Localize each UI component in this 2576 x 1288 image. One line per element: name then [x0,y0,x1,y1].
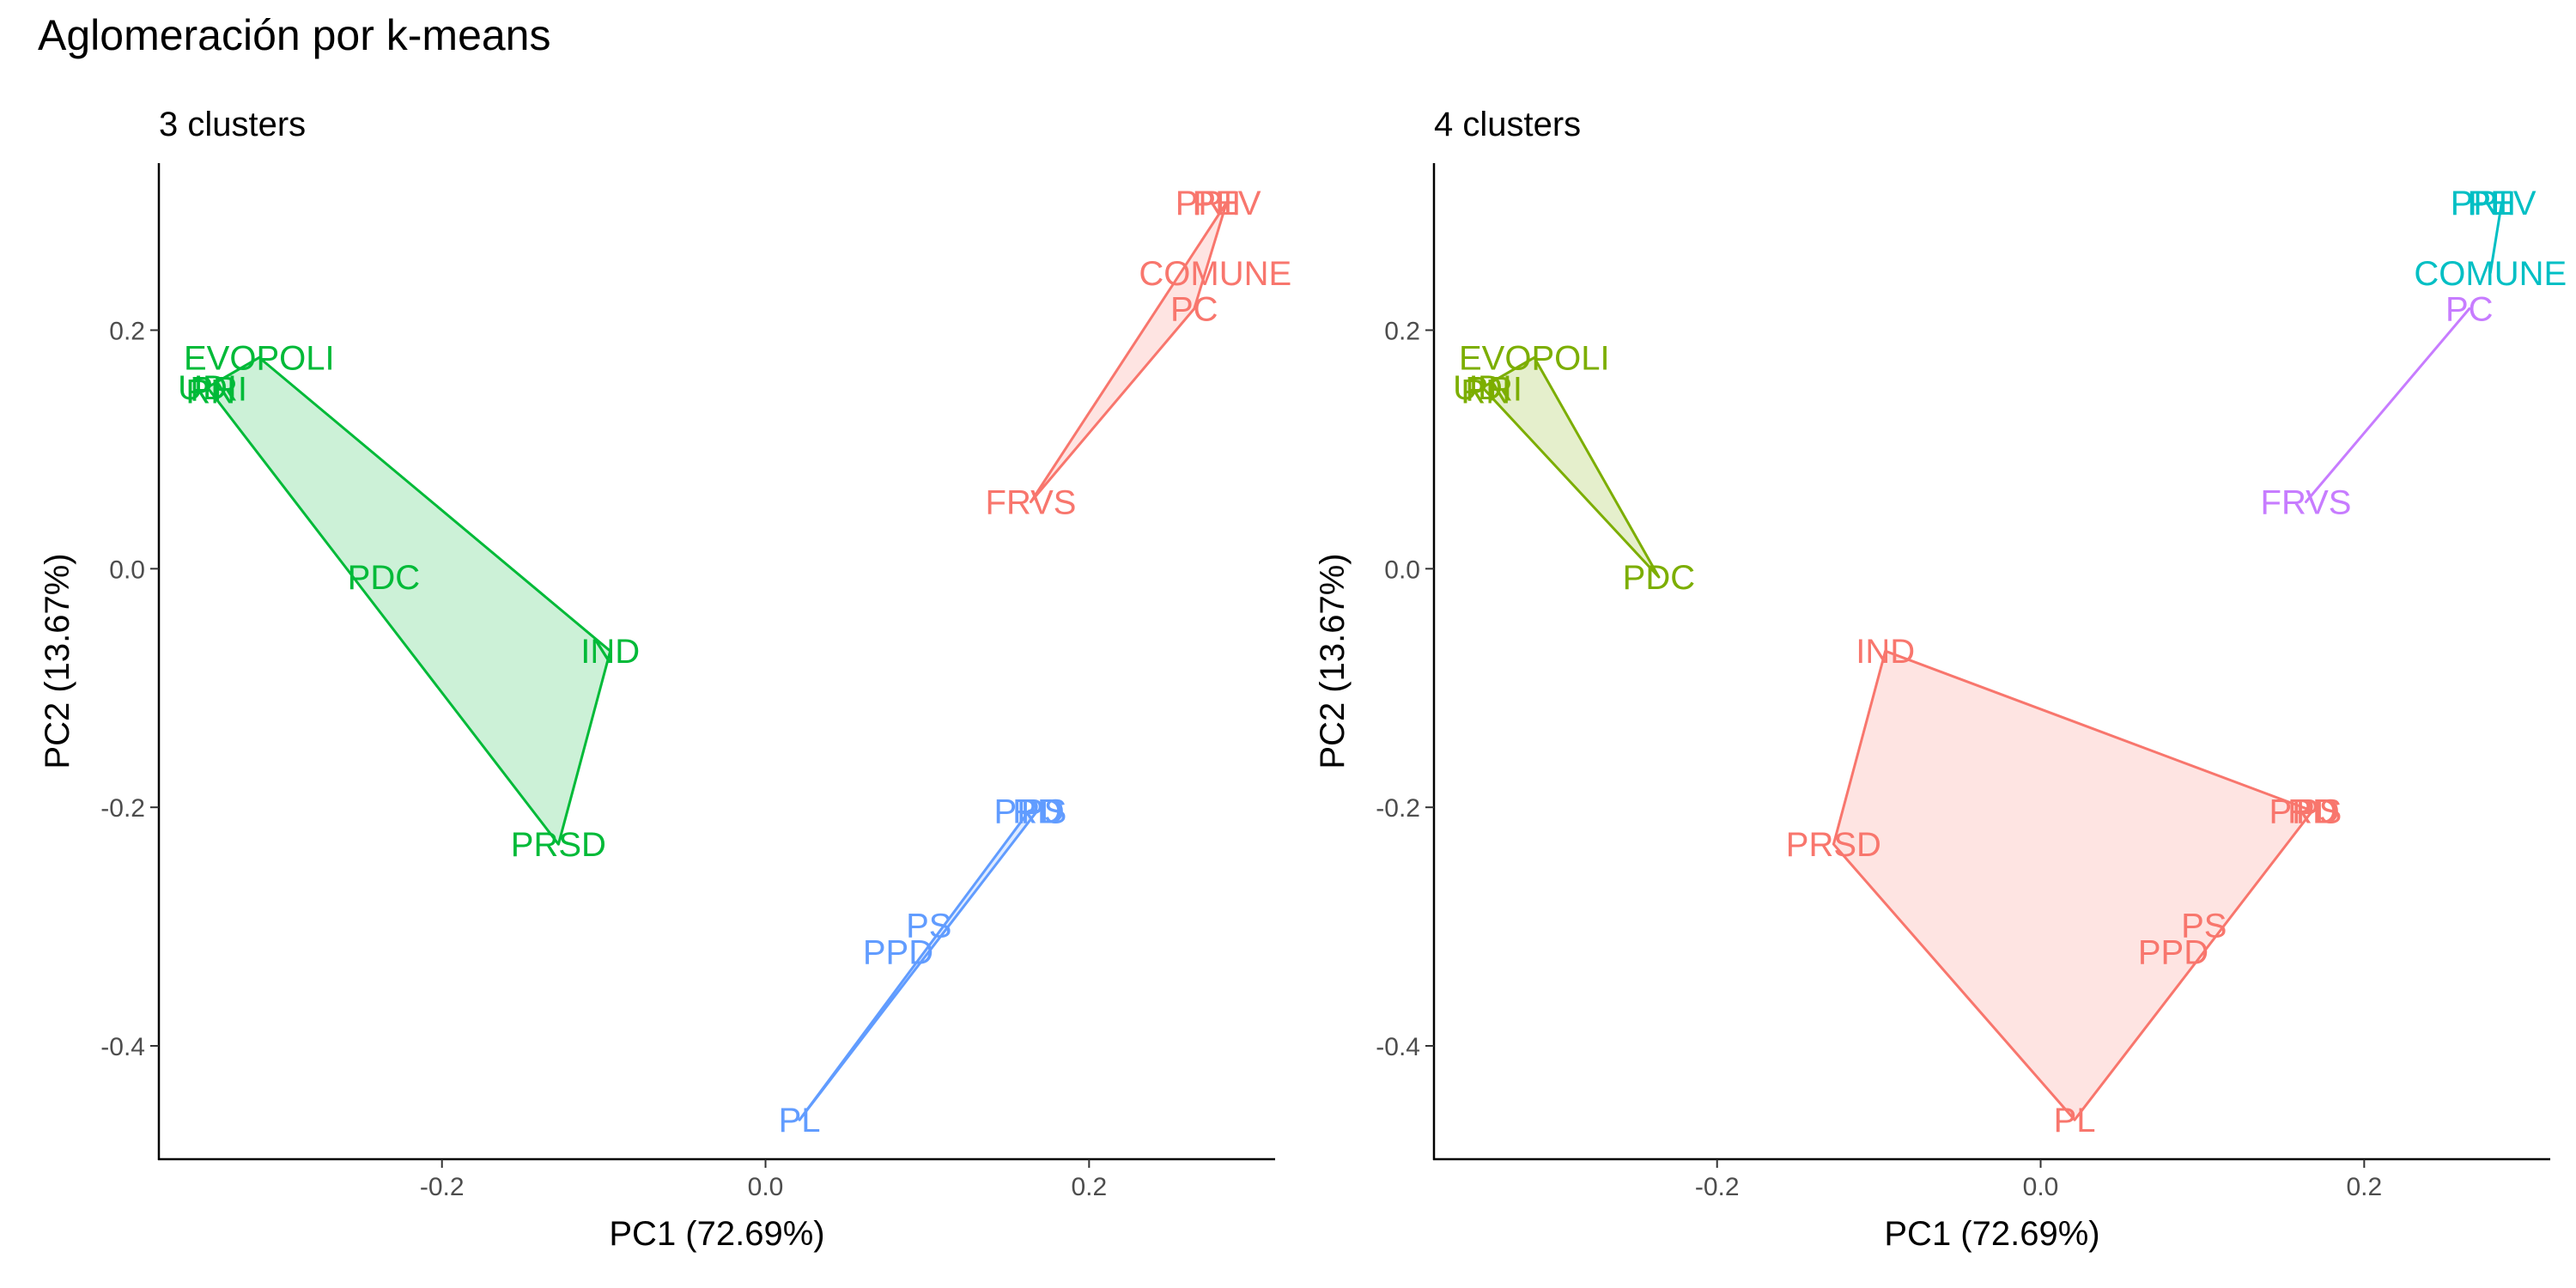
cluster-hull [1832,649,2314,1121]
x-tick-label: 0.0 [748,1173,784,1201]
cluster-hull [2488,201,2503,275]
point-label: PPD [863,933,933,971]
y-tick-label: 0.0 [109,556,145,584]
point-label: PH [1193,185,1241,222]
point-label: FRVS [986,484,1077,522]
point-label: PC [1170,290,1218,328]
point-label: PRI [1176,185,1233,222]
point-label: UDI [178,369,237,407]
point-label: RD [2287,793,2337,830]
point-label: EVOPOLI [184,339,335,377]
y-tick-label: -0.4 [100,1033,145,1061]
point-label: UDI [1453,369,1512,407]
y-axis-title: PC2 (13.67%) [1314,553,1352,769]
x-axis-title: PC1 (72.69%) [1884,1215,2099,1253]
y-tick-label: 0.2 [109,317,145,345]
point-label: PDC [348,559,420,597]
point-label: PS [1021,793,1066,830]
point-label: RD [1012,793,1062,830]
point-label: RN [185,373,235,410]
point-label: PEV [2467,185,2536,222]
point-label: PS [906,908,951,945]
point-label: IND [580,633,640,671]
point-label: PRI [190,371,247,409]
x-axis-title: PC1 (72.69%) [609,1215,824,1253]
cluster-hull [798,809,1039,1121]
cluster-hull [1481,355,1661,579]
x-tick-label: -0.2 [420,1173,465,1201]
point-label: PPD [993,793,1064,830]
point-label: PDC [1623,559,1695,597]
panel-subtitle: 4 clusters [1434,106,1581,143]
point-label: EVOPOLI [1459,339,1610,377]
point-label: PPD [2269,793,2339,830]
point-label: PRSD [511,826,606,864]
point-label: RN [1461,373,1510,410]
point-label: PPD [2138,933,2208,971]
cluster-hull [206,355,612,846]
point-label: COMUNE [1139,255,1291,293]
y-axis-title: PC2 (13.67%) [39,553,76,769]
point-label: FRVS [2261,484,2352,522]
x-tick-label: 0.0 [2023,1173,2059,1201]
point-label: PL [2054,1102,2096,1139]
cluster-hull [1030,201,1228,503]
y-tick-label: 0.0 [1384,556,1420,584]
point-label: PS [2181,908,2227,945]
point-label: PC [2445,290,2494,328]
point-label: PH [2468,185,2516,222]
point-label: PS [2296,793,2342,830]
panel-1: 3 clusters -0.2 0.0 0.2 -0.4 -0.2 0.0 0.2 PC1 (7… [39,106,1291,1253]
y-tick-label: -0.2 [100,794,145,823]
x-tick-label: 0.2 [2346,1173,2382,1201]
x-tick-label: 0.2 [1071,1173,1107,1201]
point-label: PEV [1192,185,1261,222]
point-label: PRSD [1786,826,1881,864]
y-tick-label: -0.4 [1376,1033,1420,1061]
point-label: IND [1856,633,1915,671]
point-label: COMUNE [2414,255,2567,293]
point-label: PRI [1465,371,1522,409]
point-label: PL [779,1102,821,1139]
x-tick-label: -0.2 [1695,1173,1740,1201]
panel-2: 4 clusters -0.2 0.0 0.2 -0.4 -0.2 0.0 0.2 PC1 (7… [1314,106,2567,1253]
y-tick-label: -0.2 [1376,794,1420,823]
cluster-hull [2305,307,2471,503]
panel-subtitle: 3 clusters [159,106,306,143]
chart-title: Aglomeración por k-means [38,11,551,59]
point-label: PRI [2451,185,2508,222]
y-tick-label: 0.2 [1384,317,1420,345]
